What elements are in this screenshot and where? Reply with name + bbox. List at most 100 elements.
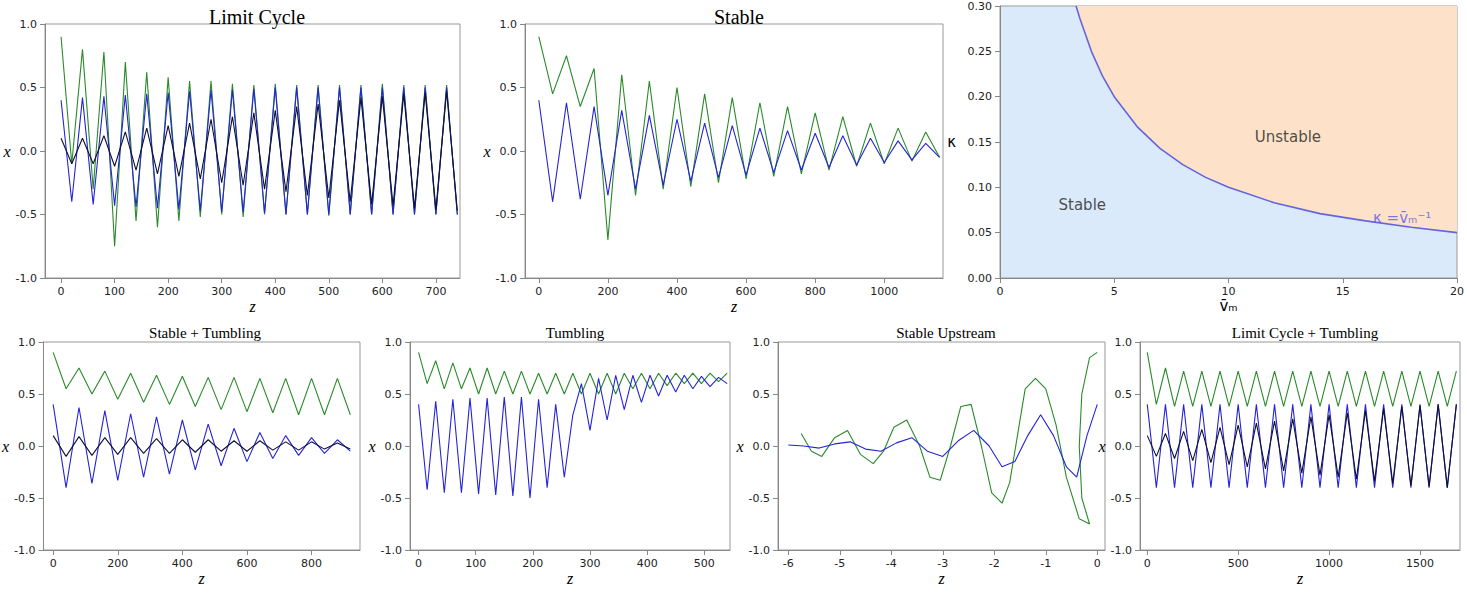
svg-text:Stable + Tumbling: Stable + Tumbling (149, 325, 261, 341)
svg-text:0.0: 0.0 (385, 440, 403, 453)
svg-text:20: 20 (1450, 285, 1464, 298)
svg-text:Unstable: Unstable (1255, 128, 1321, 146)
svg-text:200: 200 (158, 285, 179, 298)
svg-text:x: x (3, 143, 11, 160)
svg-text:0: 0 (58, 285, 65, 298)
svg-text:-0.5: -0.5 (1111, 492, 1132, 505)
svg-text:0.0: 0.0 (20, 145, 38, 158)
svg-text:1.0: 1.0 (20, 18, 38, 31)
svg-text:x: x (368, 438, 376, 455)
svg-text:z: z (730, 298, 738, 315)
svg-text:0.20: 0.20 (968, 90, 993, 103)
svg-text:600: 600 (372, 285, 393, 298)
svg-text:400: 400 (265, 285, 286, 298)
svg-text:0.00: 0.00 (968, 272, 993, 285)
svg-text:0: 0 (535, 285, 542, 298)
svg-text:1.0: 1.0 (18, 336, 36, 349)
svg-text:0.0: 0.0 (18, 440, 36, 453)
svg-text:5: 5 (1111, 285, 1118, 298)
svg-text:x: x (483, 143, 491, 160)
svg-text:500: 500 (694, 557, 715, 570)
svg-text:0.0: 0.0 (1115, 440, 1133, 453)
svg-text:-1.0: -1.0 (16, 272, 37, 285)
svg-text:300: 300 (211, 285, 232, 298)
svg-text:-1.0: -1.0 (1111, 544, 1132, 557)
svg-text:1500: 1500 (1406, 557, 1434, 570)
svg-text:1.0: 1.0 (753, 336, 771, 349)
svg-text:0.5: 0.5 (753, 388, 771, 401)
svg-text:1.0: 1.0 (385, 336, 403, 349)
svg-text:0.5: 0.5 (500, 81, 518, 94)
svg-text:300: 300 (580, 557, 601, 570)
svg-text:z: z (566, 570, 574, 587)
svg-text:Limit Cycle + Tumbling: Limit Cycle + Tumbling (1232, 325, 1379, 341)
svg-text:0.5: 0.5 (385, 388, 403, 401)
svg-text:200: 200 (107, 557, 128, 570)
svg-text:Stable: Stable (1059, 196, 1107, 214)
svg-text:κ =v̄ₘ⁻¹: κ =v̄ₘ⁻¹ (1373, 209, 1431, 227)
svg-text:z: z (248, 298, 256, 315)
svg-text:x: x (736, 438, 744, 455)
svg-text:15: 15 (1336, 285, 1350, 298)
svg-text:-2: -2 (989, 557, 1000, 570)
svg-text:0.10: 0.10 (968, 181, 993, 194)
svg-text:-4: -4 (886, 557, 897, 570)
svg-text:200: 200 (597, 285, 618, 298)
svg-text:700: 700 (425, 285, 446, 298)
svg-text:1000: 1000 (870, 285, 898, 298)
svg-text:0.0: 0.0 (500, 145, 518, 158)
svg-text:400: 400 (667, 285, 688, 298)
svg-text:500: 500 (1228, 557, 1249, 570)
svg-text:0.5: 0.5 (1115, 388, 1133, 401)
svg-text:100: 100 (465, 557, 486, 570)
svg-text:100: 100 (104, 285, 125, 298)
svg-text:0.5: 0.5 (18, 388, 36, 401)
svg-text:800: 800 (301, 557, 322, 570)
svg-text:-1.0: -1.0 (749, 544, 770, 557)
svg-text:0.15: 0.15 (968, 136, 993, 149)
svg-text:-0.5: -0.5 (749, 492, 770, 505)
svg-text:-1: -1 (1040, 557, 1051, 570)
svg-text:600: 600 (736, 285, 757, 298)
svg-text:Stable: Stable (714, 6, 764, 28)
svg-text:v̄ₘ: v̄ₘ (1219, 297, 1237, 315)
svg-text:-1.0: -1.0 (381, 544, 402, 557)
svg-text:-1.0: -1.0 (14, 544, 35, 557)
svg-text:0: 0 (415, 557, 422, 570)
svg-text:x: x (1, 438, 9, 455)
svg-text:z: z (1296, 570, 1304, 587)
svg-text:-0.5: -0.5 (16, 208, 37, 221)
svg-text:800: 800 (805, 285, 826, 298)
svg-text:κ: κ (947, 133, 956, 151)
svg-text:0: 0 (1144, 557, 1151, 570)
svg-text:-0.5: -0.5 (496, 208, 517, 221)
svg-text:x: x (1098, 438, 1106, 455)
svg-text:-6: -6 (783, 557, 794, 570)
svg-text:1.0: 1.0 (1115, 336, 1133, 349)
svg-text:Tumbling: Tumbling (546, 325, 605, 341)
svg-text:Limit Cycle: Limit Cycle (209, 6, 305, 29)
svg-text:z: z (198, 570, 206, 587)
svg-text:200: 200 (522, 557, 543, 570)
svg-text:0: 0 (50, 557, 57, 570)
svg-text:10: 10 (1222, 285, 1236, 298)
svg-text:600: 600 (236, 557, 257, 570)
svg-text:400: 400 (637, 557, 658, 570)
svg-text:0.0: 0.0 (753, 440, 771, 453)
svg-text:0.30: 0.30 (968, 0, 993, 13)
svg-text:-5: -5 (834, 557, 845, 570)
svg-text:0: 0 (997, 285, 1004, 298)
svg-text:0.05: 0.05 (968, 226, 993, 239)
svg-text:1000: 1000 (1315, 557, 1343, 570)
svg-text:-3: -3 (937, 557, 948, 570)
svg-text:1.0: 1.0 (500, 18, 518, 31)
svg-text:0.25: 0.25 (968, 45, 993, 58)
svg-text:400: 400 (172, 557, 193, 570)
svg-text:-1.0: -1.0 (496, 272, 517, 285)
svg-text:500: 500 (318, 285, 339, 298)
svg-text:0: 0 (1094, 557, 1101, 570)
svg-text:0.5: 0.5 (20, 81, 38, 94)
svg-text:Stable Upstream: Stable Upstream (896, 325, 996, 341)
svg-text:z: z (937, 570, 945, 587)
svg-text:-0.5: -0.5 (381, 492, 402, 505)
